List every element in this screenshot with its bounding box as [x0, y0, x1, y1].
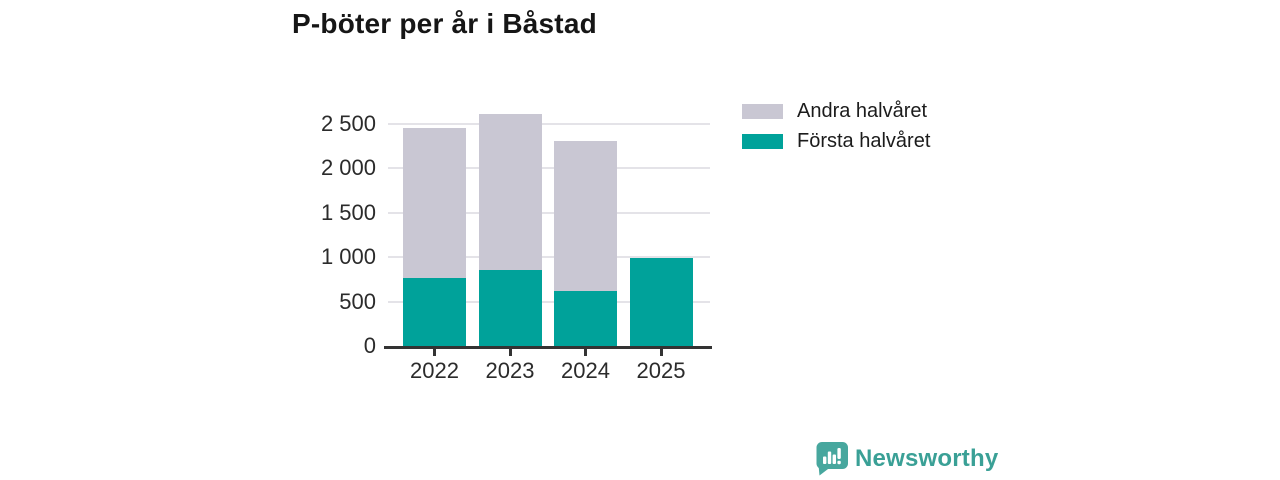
x-tick-label-2024: 2024 [561, 358, 610, 383]
legend-label: Andra halvåret [797, 99, 928, 122]
x-tick-label-2022: 2022 [410, 358, 459, 383]
y-tick-label: 2 000 [320, 155, 376, 181]
legend-label: Första halvåret [797, 129, 931, 152]
y-tick-label: 500 [339, 288, 376, 314]
legend-swatch-andra-halvaret [742, 103, 783, 119]
legend-item-forsta-halvaret: Första halvåret [742, 126, 930, 156]
x-axis-tick [508, 349, 512, 356]
bar-2023-forsta-halvaret [478, 269, 542, 346]
x-axis-tick [659, 349, 663, 356]
gridline-1500 [388, 211, 710, 214]
bar-2025-forsta-halvaret [629, 258, 693, 346]
gridline-1000 [388, 256, 710, 259]
bar-2022-andra-halvaret [403, 128, 466, 278]
x-axis-tick [584, 349, 587, 356]
brand-lockup: Newsworthy [816, 441, 998, 476]
y-tick-label: 2 500 [320, 111, 376, 136]
legend: Andra halvåret Första halvåret [742, 96, 930, 156]
bar-2024-andra-halvaret [554, 141, 617, 292]
bar-2023-andra-halvaret [478, 114, 542, 270]
y-tick-label: 1 500 [320, 199, 376, 225]
legend-item-andra-halvaret: Andra halvåret [742, 96, 930, 126]
y-tick-label: 1 000 [320, 244, 376, 270]
y-tick-label: 0 [363, 333, 376, 358]
x-axis-line [384, 346, 712, 349]
bar-2024-forsta-halvaret [554, 291, 617, 346]
gridline-2500 [388, 123, 710, 125]
bar-2022-forsta-halvaret [403, 277, 466, 346]
x-tick-label-2025: 2025 [636, 358, 686, 383]
chart-title: P-böter per år i Båstad [292, 8, 597, 39]
legend-swatch-forsta-halvaret [742, 133, 783, 149]
x-axis-tick [433, 349, 436, 356]
brand-name: Newsworthy [855, 444, 999, 472]
gridline-500 [388, 300, 710, 303]
newsworthy-logo-icon [816, 442, 848, 476]
x-tick-label-2023: 2023 [485, 358, 535, 383]
gridline-2000 [388, 167, 710, 170]
